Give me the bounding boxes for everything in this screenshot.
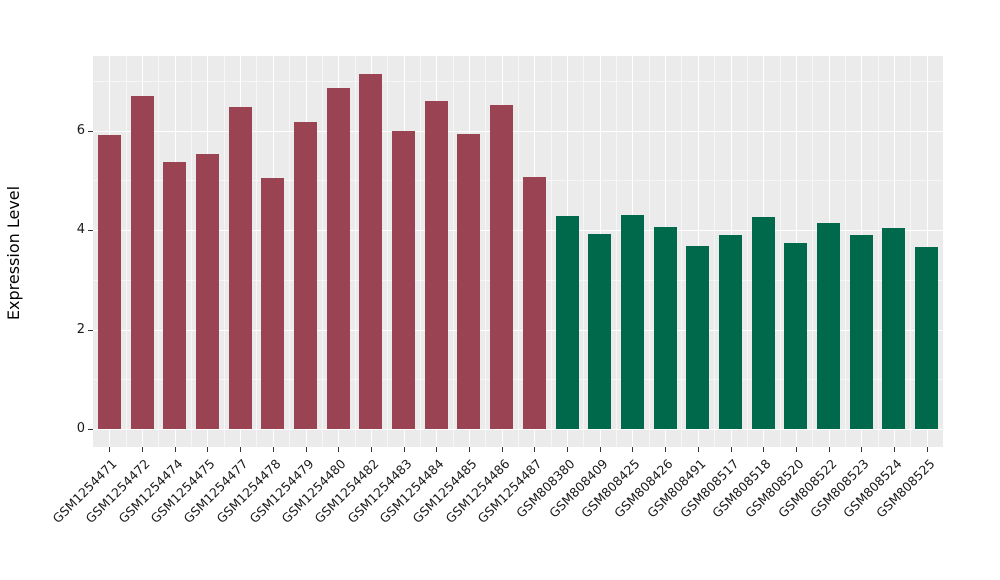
x-tick-mark — [240, 447, 242, 452]
chart-bar — [915, 247, 939, 429]
y-tick-label: 2 — [76, 321, 85, 337]
x-tick-mark — [665, 447, 667, 452]
y-tick-label: 0 — [76, 421, 85, 436]
chart-bar — [359, 73, 383, 429]
x-tick-mark — [207, 447, 209, 452]
gridline-vertical-minor — [125, 56, 127, 447]
x-tick-mark — [468, 447, 470, 452]
gridline-vertical-minor — [452, 56, 454, 447]
x-tick-mark — [697, 447, 699, 452]
chart-bar — [686, 246, 710, 429]
gridline-vertical-minor — [321, 56, 323, 447]
gridline-vertical-minor — [387, 56, 389, 447]
y-tick-label: 4 — [76, 222, 85, 237]
chart-bar — [784, 243, 808, 429]
x-tick-mark — [403, 447, 405, 452]
chart-bar — [719, 235, 742, 429]
chart-bar — [849, 234, 873, 429]
gridline-vertical-minor — [910, 56, 912, 447]
x-tick-mark — [305, 447, 307, 452]
y-tick-label: 6 — [76, 122, 85, 138]
x-tick-mark — [109, 447, 111, 452]
chart-bar — [555, 215, 579, 429]
chart-bar — [261, 177, 285, 429]
chart-bar — [392, 130, 416, 429]
gridline-vertical-minor — [223, 56, 225, 447]
gridline-vertical-minor — [550, 56, 552, 447]
gridline-vertical-minor — [746, 56, 748, 447]
x-tick-mark — [436, 447, 438, 452]
x-tick-mark — [730, 447, 732, 452]
plot-area: GSM1254471 GSM1254472 GSM1254474 GSM1254475… — [50, 56, 943, 526]
chart-bar — [163, 161, 187, 429]
y-axis-title: Expression Level — [4, 185, 23, 321]
gridline-vertical-minor — [844, 56, 846, 447]
gridline-vertical-minor — [714, 56, 716, 447]
x-tick-mark — [370, 447, 372, 452]
x-tick-mark — [828, 447, 830, 452]
gridline-vertical-minor — [812, 56, 814, 447]
chart-bar — [588, 233, 612, 429]
chart-bar — [457, 133, 481, 429]
chart-bar — [130, 95, 154, 429]
gridline-vertical-minor — [289, 56, 291, 447]
y-tick-mark — [88, 429, 93, 430]
gridline-vertical-minor — [583, 56, 585, 447]
gridline-vertical-minor — [518, 56, 519, 447]
y-tick-mark — [88, 130, 93, 132]
chart-bar — [522, 177, 546, 429]
gridline-vertical-minor — [648, 56, 650, 447]
x-tick-mark — [501, 447, 503, 452]
x-tick-mark — [926, 447, 928, 452]
chart-bar — [195, 154, 219, 429]
x-tick-mark — [632, 447, 634, 452]
gridline-vertical-minor — [485, 56, 487, 447]
x-tick-mark — [861, 447, 863, 452]
x-tick-mark — [599, 447, 601, 452]
gridline-vertical-minor — [779, 56, 781, 447]
gridline-vertical-minor — [419, 56, 421, 447]
x-tick-mark — [174, 447, 176, 452]
x-tick-mark — [272, 447, 274, 452]
x-tick-mark — [795, 447, 797, 452]
chart-bar — [228, 107, 252, 429]
x-tick-mark — [763, 447, 765, 452]
gridline-vertical-minor — [256, 56, 258, 447]
y-tick-mark — [88, 230, 93, 231]
chart-bar — [97, 135, 121, 429]
x-tick-mark — [567, 447, 569, 452]
gridline-vertical-minor — [354, 56, 356, 447]
chart-bar — [653, 226, 677, 429]
gridline-vertical-minor — [877, 56, 879, 447]
gridline-vertical-minor — [191, 56, 193, 447]
gridline-vertical-minor — [616, 56, 618, 447]
gridline-vertical-minor — [158, 56, 160, 447]
x-tick-mark — [893, 447, 895, 452]
chart-bar — [882, 227, 906, 429]
chart-bar — [424, 101, 448, 429]
x-tick-mark — [534, 447, 536, 452]
chart-bar — [326, 88, 350, 429]
chart-bar — [751, 216, 775, 429]
chart-bar — [294, 121, 317, 429]
gridline-vertical-minor — [681, 56, 683, 447]
chart-bar — [620, 214, 644, 429]
chart-bar — [817, 223, 841, 429]
chart-bar — [490, 105, 514, 429]
y-tick-mark — [88, 329, 93, 331]
x-tick-mark — [142, 447, 144, 452]
x-tick-mark — [338, 447, 340, 452]
